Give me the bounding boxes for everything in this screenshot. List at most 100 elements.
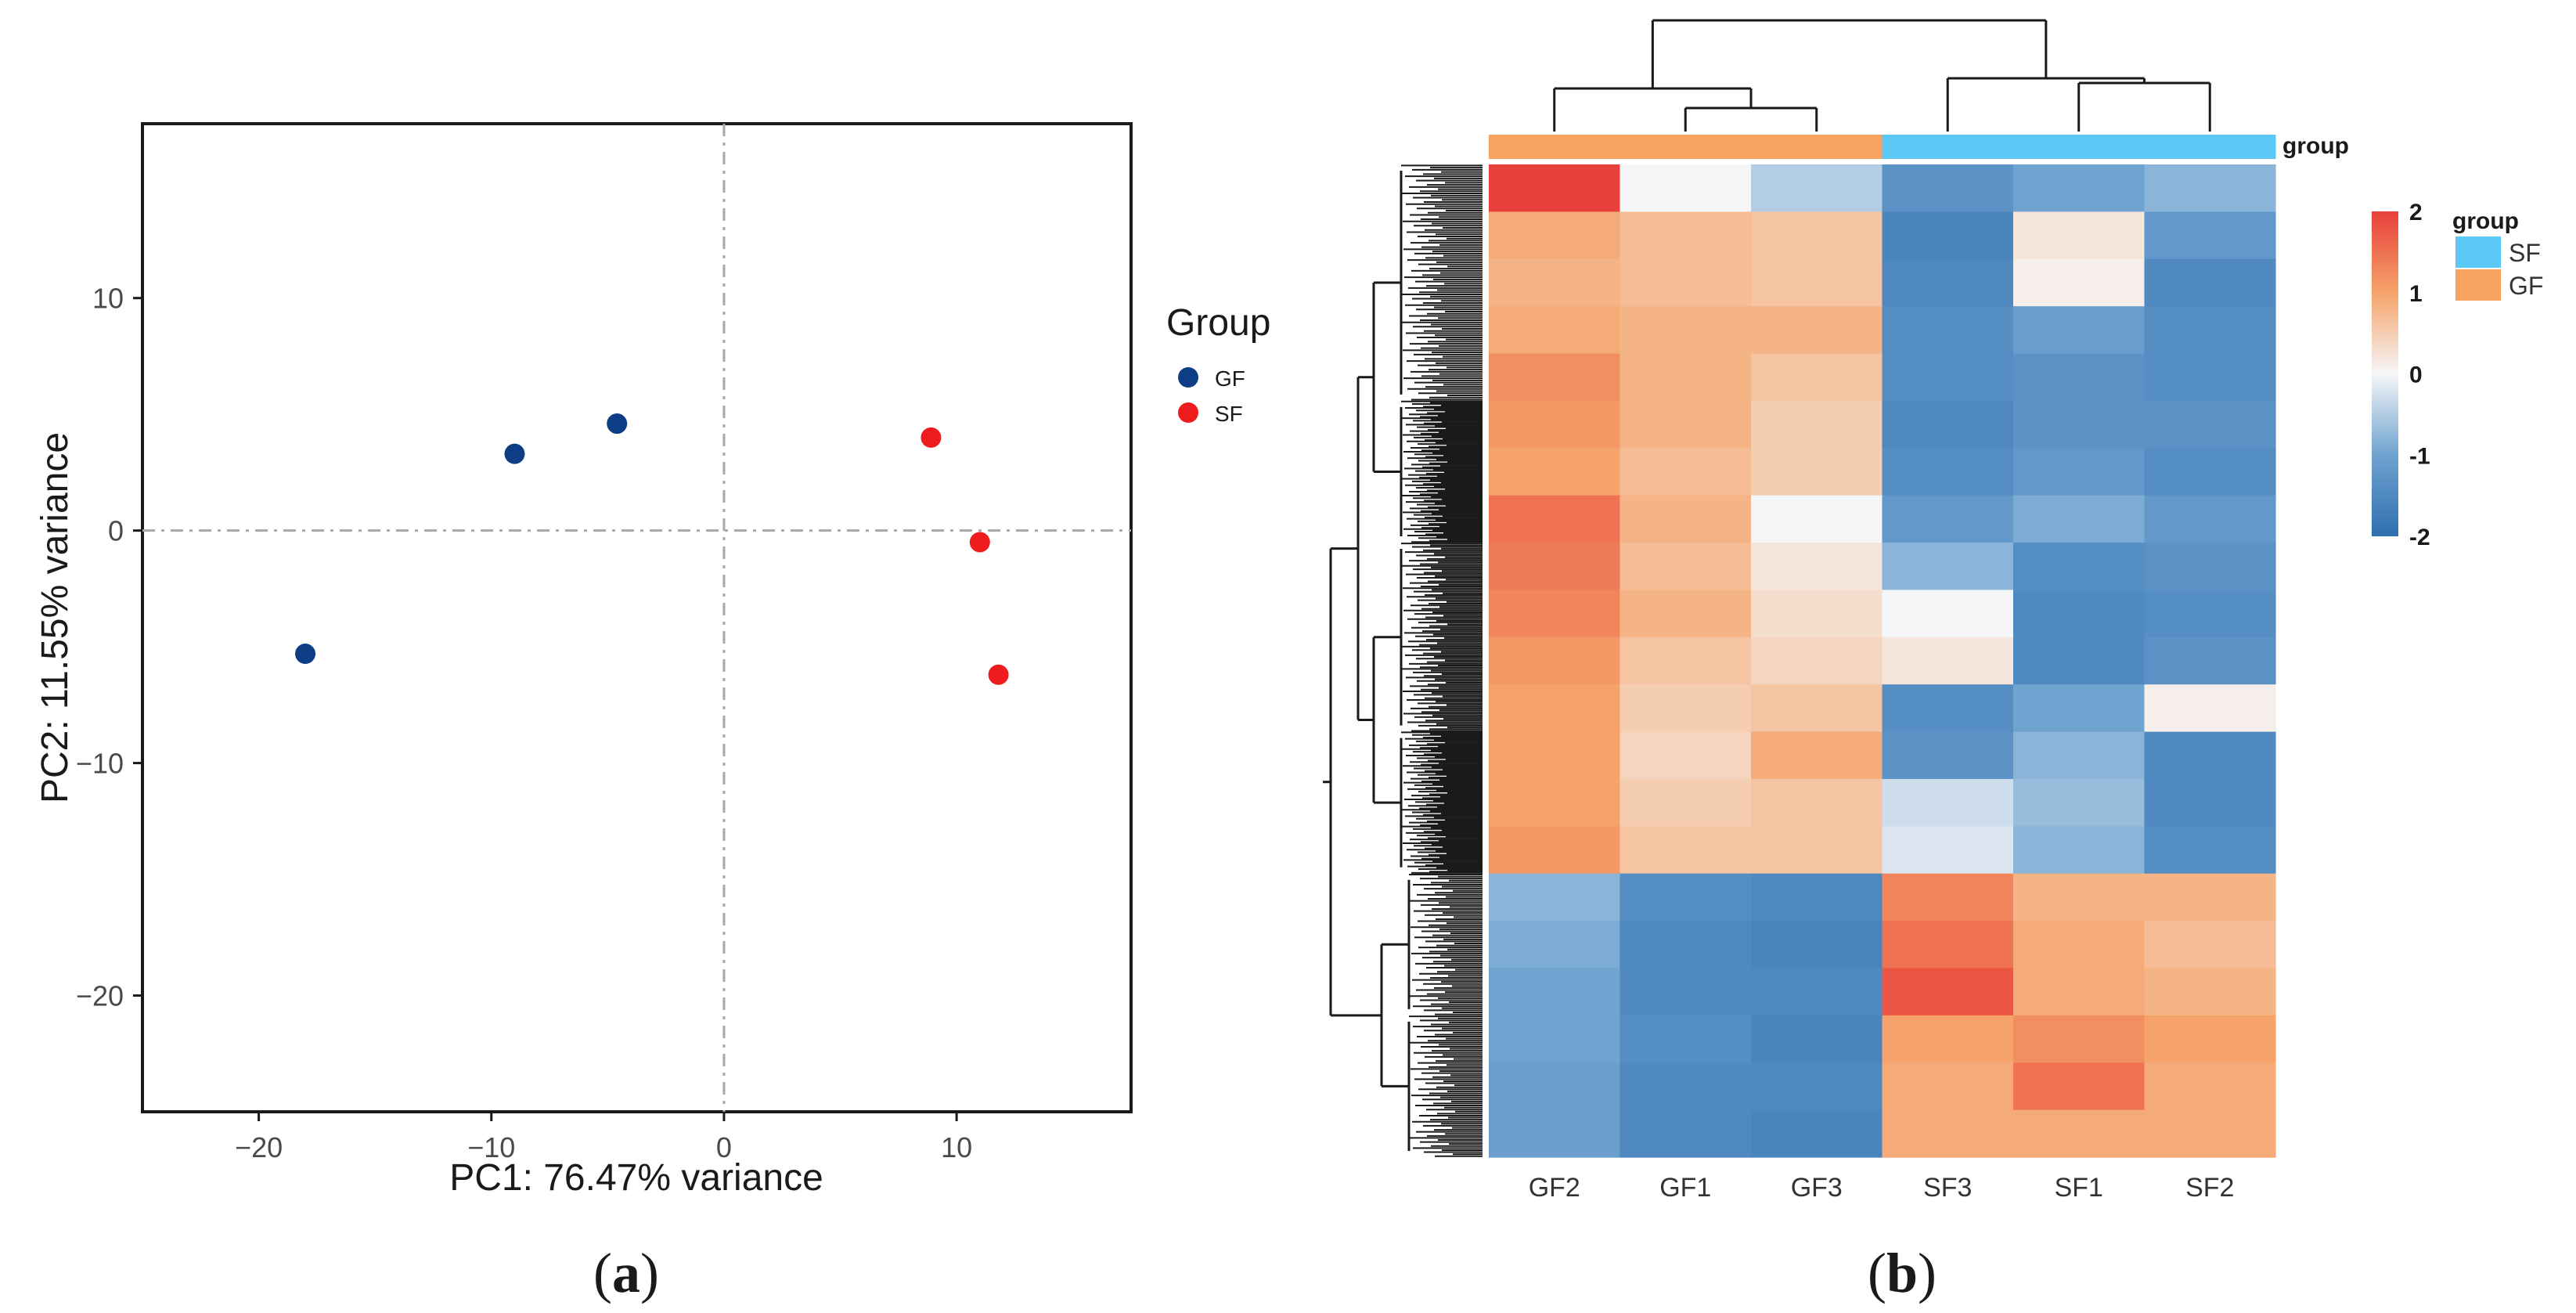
pca-x-tick-label: 0 (716, 1131, 732, 1163)
heatmap-cell (1751, 306, 1883, 355)
heatmap-cell (2013, 731, 2145, 780)
heatmap-cell (1619, 731, 1752, 780)
heatmap-cell (1489, 211, 1621, 260)
heatmap-cell (1619, 637, 1752, 685)
heatmap-cell (2144, 921, 2276, 969)
heatmap-cell (2013, 684, 2145, 733)
heatmap-cell (1882, 543, 2014, 591)
heatmap-cell (1619, 590, 1752, 638)
heatmap-cell (1882, 637, 2014, 685)
color-scale-tick-label: 2 (2409, 200, 2423, 225)
heatmap-column-labels: GF2 GF1 GF3 SF3 SF1 SF2 (1529, 1173, 2235, 1203)
heatmap-column-label: GF3 (1791, 1173, 1843, 1203)
heatmap-cell (2013, 968, 2145, 1016)
heatmap-cell (1882, 164, 2014, 212)
heatmap-cell (1751, 495, 1883, 543)
heatmap-cell (1751, 400, 1883, 449)
pca-point-sf (988, 664, 1009, 685)
heatmap-cell (1751, 968, 1883, 1016)
pca-y-ticks: −20 −10 0 10 (76, 283, 142, 1012)
heatmap-cell (1751, 258, 1883, 307)
panel-label-b-close: ) (1918, 1242, 1937, 1304)
pca-y-axis-label: PC2: 11.55% variance (34, 432, 76, 803)
panel-label-b-open: ( (1868, 1242, 1886, 1304)
heatmap-cell (1619, 921, 1752, 969)
heatmap-cell (1882, 211, 2014, 260)
annotation-cell-sf (1882, 135, 2014, 159)
heatmap-cell (1619, 164, 1752, 212)
heatmap-cell (2013, 826, 2145, 875)
pca-legend-title: Group (1166, 302, 1270, 344)
pca-point-gf (607, 413, 628, 435)
pca-plot-frame (141, 122, 1133, 1113)
heatmap-cell (1489, 921, 1621, 969)
heatmap-cell (2144, 1062, 2276, 1111)
heatmap-cell (1751, 684, 1883, 733)
annotation-cell-gf (1751, 135, 1882, 159)
pca-point-sf (921, 427, 942, 448)
heatmap-cell (1751, 826, 1883, 875)
heatmap-cell (2013, 448, 2145, 496)
heatmap-cell (1751, 448, 1883, 496)
heatmap-cell (2013, 400, 2145, 449)
heatmap-cell (1489, 684, 1621, 733)
heatmap-cell (1882, 873, 2014, 922)
heatmap-cell (2013, 873, 2145, 922)
heatmap-cell (1619, 826, 1752, 875)
heatmap-cell (2144, 164, 2276, 212)
pca-reference-lines (142, 124, 1131, 1112)
heatmap-cell (2013, 1015, 2145, 1063)
heatmap-cell (1489, 1109, 1621, 1158)
pca-x-ticks: −20 −10 0 10 (235, 1112, 972, 1163)
heatmap-cell (1489, 637, 1621, 685)
pca-legend: Group GF SF (1166, 302, 1270, 426)
heatmap-cell (2144, 684, 2276, 733)
heatmap-cell (2144, 590, 2276, 638)
heatmap-cell (1882, 826, 2014, 875)
heatmap-cell (1619, 873, 1752, 922)
group-legend-swatch-gf (2455, 269, 2501, 301)
heatmap-cell (2013, 211, 2145, 260)
heatmap-cell (1619, 211, 1752, 260)
heatmap-cell (2013, 590, 2145, 638)
heatmap-cell (1489, 778, 1621, 827)
panel-label-a: (a) (593, 1242, 659, 1304)
pca-y-tick-label: −20 (76, 980, 124, 1012)
pca-y-tick-label: −10 (76, 748, 124, 780)
pca-y-tick-label: 0 (108, 515, 124, 547)
heatmap-cell (2144, 826, 2276, 875)
heatmap-cell (1882, 1109, 2014, 1158)
heatmap-cell (2144, 968, 2276, 1016)
heatmap-column-label: SF1 (2055, 1173, 2103, 1203)
heatmap-cell (1489, 968, 1621, 1016)
heatmap-cell (2144, 1109, 2276, 1158)
heatmap-cell (1489, 353, 1621, 402)
heatmap-cell (1489, 731, 1621, 780)
heatmap-cell (1619, 1062, 1752, 1111)
heatmap-cell (2013, 778, 2145, 827)
color-scale-ticks: 2 1 0 -1 -2 (2398, 200, 2430, 550)
annotation-label: group (2282, 133, 2349, 159)
group-legend-swatch-sf (2455, 236, 2501, 268)
heatmap-cell (1751, 590, 1883, 638)
panel-label-a-letter: a (612, 1242, 640, 1304)
heatmap-cell (1489, 1015, 1621, 1063)
heatmap-cell (2013, 921, 2145, 969)
heatmap-cell (1751, 731, 1883, 780)
color-scale-legend: 2 1 0 -1 -2 (2372, 200, 2430, 550)
heatmap-cell (1619, 448, 1752, 496)
pca-legend-entries: GF SF (1178, 366, 1245, 426)
heatmap-cell (1751, 1109, 1883, 1158)
heatmap-cell (2013, 306, 2145, 355)
heatmap-cell (1882, 448, 2014, 496)
group-legend-entries: SF GF (2455, 236, 2543, 301)
heatmap-cell (2144, 778, 2276, 827)
heatmap-column-label: SF3 (1923, 1173, 1972, 1203)
heatmap-cell (1882, 731, 2014, 780)
heatmap-cell (2144, 637, 2276, 685)
heatmap-cells (1489, 164, 2276, 1158)
heatmap-cell (1882, 306, 2014, 355)
pca-legend-label-gf: GF (1215, 366, 1245, 391)
heatmap-cell (1619, 1015, 1752, 1063)
